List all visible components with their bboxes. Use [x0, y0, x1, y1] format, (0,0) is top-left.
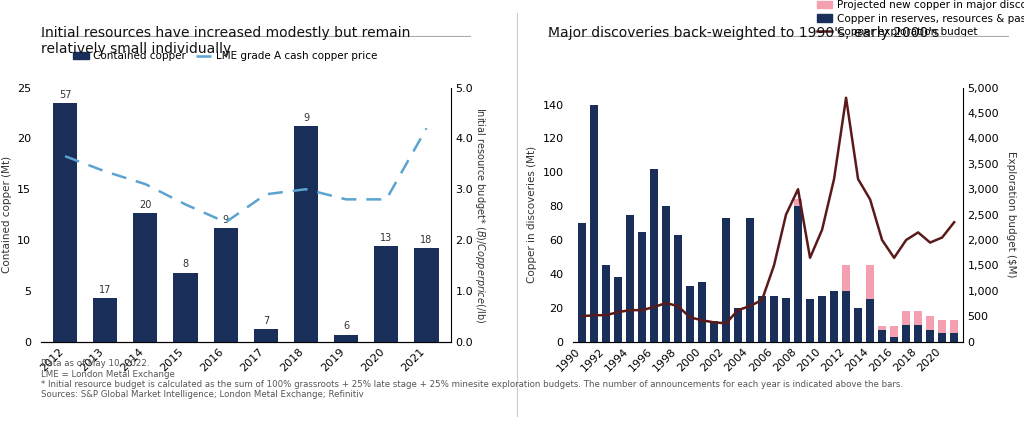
Y-axis label: Copper in discoveries (Mt): Copper in discoveries (Mt) — [527, 146, 537, 283]
Text: Data as of May 10, 2022.
LME = London Metal Exchange
* Initial resource budget i: Data as of May 10, 2022. LME = London Me… — [41, 359, 903, 399]
Bar — [781, 297, 791, 342]
Bar — [878, 330, 887, 342]
Text: 9: 9 — [222, 215, 228, 225]
Bar — [686, 286, 694, 342]
Bar — [53, 103, 77, 342]
Bar — [938, 333, 946, 342]
Bar — [926, 316, 934, 330]
Bar — [866, 299, 874, 342]
Text: Major discoveries back-weighted to 1990's, early 2000's: Major discoveries back-weighted to 1990'… — [548, 26, 939, 40]
Bar — [890, 326, 898, 336]
Text: 8: 8 — [182, 259, 188, 269]
Bar — [758, 296, 766, 342]
Y-axis label: Exploration budget ($M): Exploration budget ($M) — [1006, 152, 1016, 278]
Bar — [734, 308, 742, 342]
Legend: Projected new copper in major discoveries, Copper in reserves, resources & past : Projected new copper in major discoverie… — [813, 0, 1024, 41]
Text: 13: 13 — [380, 233, 392, 243]
Bar — [950, 333, 958, 342]
Bar — [710, 321, 718, 342]
Bar — [806, 299, 814, 342]
Bar — [294, 126, 318, 342]
Bar — [334, 335, 358, 342]
Text: 6: 6 — [343, 321, 349, 332]
Bar — [770, 296, 778, 342]
Bar — [926, 330, 934, 342]
Bar — [662, 206, 670, 342]
Bar — [950, 320, 958, 333]
Bar — [374, 246, 398, 342]
Bar — [794, 199, 802, 206]
Bar — [722, 218, 730, 342]
Y-axis label: Initial resource budget* ($B) / Copper price ($/lb): Initial resource budget* ($B) / Copper p… — [473, 106, 487, 323]
Bar — [638, 232, 646, 342]
Bar — [697, 283, 707, 342]
Bar — [914, 325, 923, 342]
Text: 57: 57 — [58, 90, 72, 100]
Bar — [214, 228, 238, 342]
Bar — [674, 235, 682, 342]
Text: 7: 7 — [263, 316, 269, 326]
Bar — [842, 265, 850, 291]
Bar — [794, 206, 802, 342]
Bar — [415, 248, 438, 342]
Bar — [902, 325, 910, 342]
Bar — [173, 272, 198, 342]
Legend: Contained copper, LME grade A cash copper price: Contained copper, LME grade A cash coppe… — [69, 47, 382, 65]
Bar — [602, 265, 610, 342]
Bar — [914, 311, 923, 325]
Text: 18: 18 — [420, 235, 432, 245]
Bar — [854, 308, 862, 342]
Text: Initial resources have increased modestly but remain
relatively small individual: Initial resources have increased modestl… — [41, 26, 411, 57]
Bar — [133, 212, 158, 342]
Bar — [254, 329, 278, 342]
Bar — [649, 169, 658, 342]
Text: 9: 9 — [303, 113, 309, 123]
Y-axis label: Contained copper (Mt): Contained copper (Mt) — [2, 156, 11, 273]
Bar — [842, 291, 850, 342]
Bar — [590, 105, 598, 342]
Bar — [578, 223, 586, 342]
Bar — [878, 326, 887, 330]
Text: 17: 17 — [99, 285, 112, 295]
Bar — [829, 291, 839, 342]
Text: 20: 20 — [139, 200, 152, 209]
Bar — [890, 336, 898, 342]
Bar — [93, 298, 118, 342]
Bar — [818, 296, 826, 342]
Bar — [938, 320, 946, 333]
Bar — [626, 215, 634, 342]
Bar — [866, 265, 874, 299]
Bar — [745, 218, 755, 342]
Bar — [613, 277, 623, 342]
Bar — [902, 311, 910, 325]
